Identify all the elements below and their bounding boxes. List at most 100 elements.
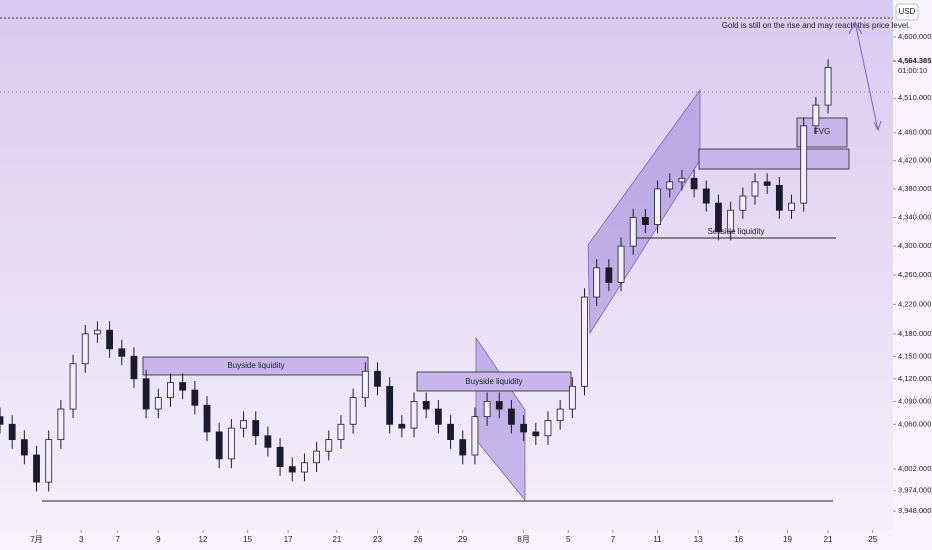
candle-body: [800, 125, 808, 204]
candle-body: [508, 408, 515, 425]
candle-body: [398, 423, 406, 429]
x-tick-label: 25: [868, 535, 877, 544]
y-tick-label: 4,340.000: [898, 212, 931, 221]
candle-body: [593, 267, 601, 298]
buyside-box: [416, 371, 572, 392]
candle-body: [581, 296, 588, 387]
candle-body: [812, 104, 820, 127]
candle-body: [605, 267, 613, 283]
annotation: Buyside liquidity: [465, 377, 522, 386]
x-tick-label: 7月: [30, 535, 42, 544]
candle-body: [775, 184, 783, 211]
candle-body: [410, 401, 418, 429]
y-tick-label: 4,180.000: [898, 329, 931, 338]
candle-body: [520, 423, 528, 433]
candle-body: [142, 378, 150, 410]
x-tick-label: 11: [653, 535, 662, 544]
candle-body: [94, 329, 101, 335]
candle-body: [434, 408, 442, 425]
candle-body: [824, 66, 832, 106]
candle-body: [81, 333, 89, 365]
annotation: Sellside liquidity: [708, 227, 765, 236]
last-price-label: 4,564.385: [898, 56, 931, 65]
x-tick-label: 8月: [517, 535, 529, 544]
candle-body: [739, 195, 747, 211]
y-tick-label: 4,220.000: [898, 299, 931, 308]
y-tick-label: 4,380.000: [898, 184, 931, 193]
candle-body: [288, 466, 296, 473]
candle-body: [629, 216, 637, 247]
candle-body: [751, 181, 759, 197]
candle-body: [179, 382, 187, 391]
x-tick-label: 17: [284, 535, 293, 544]
y-tick-label: 4,090.000: [898, 396, 931, 405]
candle-body: [788, 202, 795, 211]
candle-body: [422, 401, 430, 410]
y-tick-label: 4,260.000: [898, 270, 931, 279]
y-tick-label: 4,150.000: [898, 351, 931, 360]
x-tick-label: 16: [734, 535, 743, 544]
y-tick-label: 4,420.000: [898, 156, 931, 165]
candle-body: [495, 401, 503, 410]
candle-body: [227, 427, 235, 460]
candle-body: [215, 431, 223, 460]
candle-body: [154, 397, 162, 410]
y-tick-label: 3,948.000: [898, 506, 931, 515]
candle-body: [715, 202, 722, 233]
x-tick-label: 15: [243, 535, 252, 544]
x-tick-label: 7: [115, 535, 120, 544]
candle-body: [532, 431, 540, 437]
candle-body: [264, 435, 272, 448]
x-tick-label: 19: [783, 535, 792, 544]
annotation: Gold is still on the rise and may reach …: [722, 21, 911, 30]
candle-body: [20, 439, 28, 456]
candle-body: [690, 177, 698, 190]
candle-body: [544, 420, 552, 437]
candle-body: [763, 181, 771, 186]
candle-body: [313, 450, 321, 464]
plot-background: [0, 0, 893, 530]
arrow: [854, 21, 879, 131]
candle-body: [727, 209, 735, 233]
y-tick-label: 3,974.000: [898, 486, 931, 495]
price-axis: [893, 0, 932, 550]
candle-body: [678, 177, 686, 183]
x-tick-label: 26: [414, 535, 423, 544]
y-tick-label: 4,600.000: [898, 32, 931, 41]
y-tick-label: 4,510.000: [898, 93, 931, 102]
y-tick-label: 4,002.000: [898, 464, 931, 473]
candle-body: [386, 385, 394, 425]
y-tick-label: 4,300.000: [898, 241, 931, 250]
candle-body: [459, 439, 467, 456]
candles: [0, 59, 832, 492]
currency-box[interactable]: [895, 3, 919, 21]
x-tick-label: 13: [694, 535, 703, 544]
annotation: Buyside liquidity: [227, 361, 284, 370]
candle-body: [57, 408, 65, 441]
candle-body: [69, 363, 77, 410]
candle-body: [374, 370, 381, 387]
candle-body: [337, 423, 345, 441]
candle-body: [654, 188, 661, 225]
candle-body: [203, 404, 211, 433]
y-tick-label: 4,060.000: [898, 419, 931, 428]
candle-body: [325, 439, 333, 452]
countdown: 01:00:10: [898, 66, 927, 75]
candle-body: [0, 416, 4, 425]
buyside-box: [142, 356, 369, 376]
candle-body: [106, 329, 113, 350]
candle-body: [167, 382, 174, 399]
y-tick-label: 4,460.000: [898, 128, 931, 137]
candle-body: [191, 389, 199, 406]
x-tick-label: 5: [566, 535, 571, 544]
candle-body: [702, 188, 710, 204]
candle-body: [471, 416, 479, 456]
candle-body: [641, 216, 649, 225]
candle-body: [617, 245, 625, 283]
candle-body: [33, 454, 40, 483]
x-tick-label: 23: [373, 535, 382, 544]
x-tick-label: 12: [199, 535, 208, 544]
time-axis: [0, 530, 893, 550]
arrow-head: [873, 120, 882, 132]
candle-body: [361, 370, 369, 399]
